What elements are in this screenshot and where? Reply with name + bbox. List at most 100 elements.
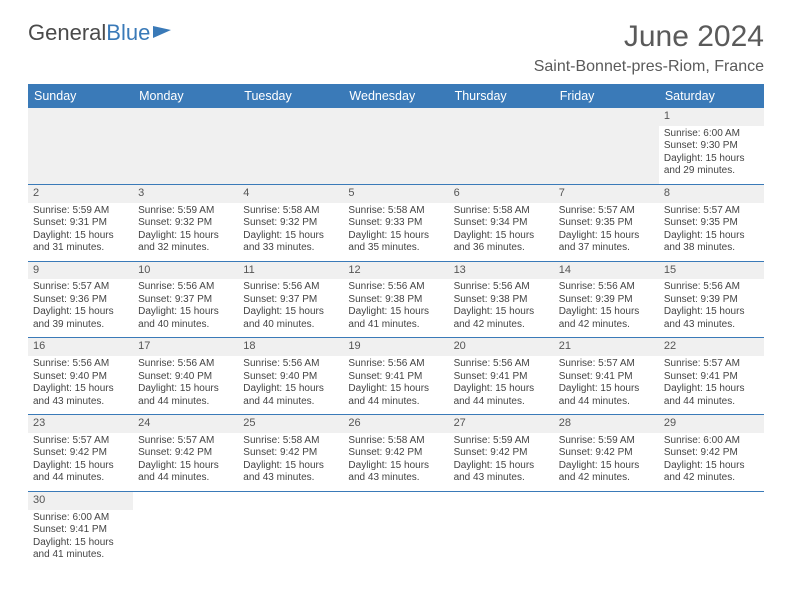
day-cell [554,108,659,184]
day-cell [659,491,764,567]
day-number: 11 [238,262,343,280]
month-title: June 2024 [534,20,764,54]
day-cell: 22Sunrise: 5:57 AMSunset: 9:41 PMDayligh… [659,338,764,415]
week-row: 1 Sunrise: 6:00 AMSunset: 9:30 PMDaylight… [28,108,764,184]
day-details: Sunrise: 5:57 AMSunset: 9:35 PMDaylight:… [559,205,654,255]
logo-text-2: Blue [106,20,150,46]
dayname-wednesday: Wednesday [343,84,448,108]
day-cell: 10Sunrise: 5:56 AMSunset: 9:37 PMDayligh… [133,261,238,338]
day-details: Sunrise: 5:56 AMSunset: 9:39 PMDaylight:… [559,281,654,331]
day-cell: 16 Sunrise: 5:56 AMSunset: 9:40 PMDayligh… [28,338,133,415]
day-number: 7 [554,185,659,203]
dayname-row: SundayMondayTuesdayWednesdayThursdayFrid… [28,84,764,108]
day-number: 1 [659,108,764,126]
day-number: 9 [28,262,133,280]
day-details: Sunrise: 5:57 AMSunset: 9:42 PMDaylight:… [33,435,128,485]
day-details: Sunrise: 5:57 AMSunset: 9:35 PMDaylight:… [664,205,759,255]
dayname-sunday: Sunday [28,84,133,108]
day-number: 18 [238,338,343,356]
day-number: 19 [343,338,448,356]
day-details: Sunrise: 5:57 AMSunset: 9:36 PMDaylight:… [33,281,128,331]
dayname-tuesday: Tuesday [238,84,343,108]
day-cell: 23 Sunrise: 5:57 AMSunset: 9:42 PMDayligh… [28,415,133,492]
day-cell: 8 Sunrise: 5:57 AMSunset: 9:35 PMDaylight… [659,184,764,261]
day-details: Sunrise: 5:56 AMSunset: 9:41 PMDaylight:… [348,358,443,408]
day-cell: 26Sunrise: 5:58 AMSunset: 9:42 PMDayligh… [343,415,448,492]
day-number: 14 [554,262,659,280]
day-details: Sunrise: 5:56 AMSunset: 9:40 PMDaylight:… [33,358,128,408]
day-cell: 28Sunrise: 5:59 AMSunset: 9:42 PMDayligh… [554,415,659,492]
day-details: Sunrise: 6:00 AMSunset: 9:30 PMDaylight:… [664,128,759,178]
day-cell [343,491,448,567]
day-details: Sunrise: 5:58 AMSunset: 9:42 PMDaylight:… [348,435,443,485]
day-number: 23 [28,415,133,433]
day-details: Sunrise: 5:59 AMSunset: 9:32 PMDaylight:… [138,205,233,255]
week-row: 2 Sunrise: 5:59 AMSunset: 9:31 PMDaylight… [28,184,764,261]
day-cell: 4Sunrise: 5:58 AMSunset: 9:32 PMDaylight… [238,184,343,261]
day-number: 24 [133,415,238,433]
day-details: Sunrise: 5:56 AMSunset: 9:38 PMDaylight:… [348,281,443,331]
dayname-friday: Friday [554,84,659,108]
day-number: 2 [28,185,133,203]
day-details: Sunrise: 5:56 AMSunset: 9:40 PMDaylight:… [138,358,233,408]
day-number: 29 [659,415,764,433]
dayname-thursday: Thursday [449,84,554,108]
week-row: 30 Sunrise: 6:00 AMSunset: 9:41 PMDayligh… [28,491,764,567]
day-number: 4 [238,185,343,203]
day-cell: 3 Sunrise: 5:59 AMSunset: 9:32 PMDaylight… [133,184,238,261]
day-cell: 20 Sunrise: 5:56 AMSunset: 9:41 PMDayligh… [449,338,554,415]
day-cell: 1 Sunrise: 6:00 AMSunset: 9:30 PMDaylight… [659,108,764,184]
day-cell: 25Sunrise: 5:58 AMSunset: 9:42 PMDayligh… [238,415,343,492]
day-cell [449,491,554,567]
day-number: 30 [28,492,133,510]
day-cell [133,491,238,567]
day-cell [133,108,238,184]
day-cell [238,491,343,567]
day-details: Sunrise: 5:58 AMSunset: 9:33 PMDaylight:… [348,205,443,255]
day-number: 5 [343,185,448,203]
day-number: 20 [449,338,554,356]
dayname-monday: Monday [133,84,238,108]
day-number: 25 [238,415,343,433]
day-details: Sunrise: 5:58 AMSunset: 9:34 PMDaylight:… [454,205,549,255]
day-number: 12 [343,262,448,280]
location: Saint-Bonnet-pres-Riom, France [534,58,764,76]
day-number: 21 [554,338,659,356]
day-cell: 19 Sunrise: 5:56 AMSunset: 9:41 PMDayligh… [343,338,448,415]
day-number: 8 [659,185,764,203]
day-cell [554,491,659,567]
day-cell [449,108,554,184]
header: GeneralBlue June 2024 Saint-Bonnet-pres-… [28,20,764,76]
day-number: 27 [449,415,554,433]
day-details: Sunrise: 5:57 AMSunset: 9:42 PMDaylight:… [138,435,233,485]
calendar-table: SundayMondayTuesdayWednesdayThursdayFrid… [28,84,764,568]
day-details: Sunrise: 5:57 AMSunset: 9:41 PMDaylight:… [664,358,759,408]
day-number: 10 [133,262,238,280]
day-details: Sunrise: 5:57 AMSunset: 9:41 PMDaylight:… [559,358,654,408]
day-details: Sunrise: 5:56 AMSunset: 9:37 PMDaylight:… [243,281,338,331]
logo: GeneralBlue [28,20,175,46]
day-cell: 18Sunrise: 5:56 AMSunset: 9:40 PMDayligh… [238,338,343,415]
day-cell: 15Sunrise: 5:56 AMSunset: 9:39 PMDayligh… [659,261,764,338]
day-details: Sunrise: 5:59 AMSunset: 9:31 PMDaylight:… [33,205,128,255]
day-cell: 2 Sunrise: 5:59 AMSunset: 9:31 PMDaylight… [28,184,133,261]
day-details: Sunrise: 5:56 AMSunset: 9:41 PMDaylight:… [454,358,549,408]
day-number: 15 [659,262,764,280]
week-row: 16 Sunrise: 5:56 AMSunset: 9:40 PMDayligh… [28,338,764,415]
day-cell: 17Sunrise: 5:56 AMSunset: 9:40 PMDayligh… [133,338,238,415]
day-details: Sunrise: 6:00 AMSunset: 9:41 PMDaylight:… [33,512,128,562]
day-cell: 7 Sunrise: 5:57 AMSunset: 9:35 PMDaylight… [554,184,659,261]
day-details: Sunrise: 5:59 AMSunset: 9:42 PMDaylight:… [454,435,549,485]
flag-icon [153,20,175,46]
day-details: Sunrise: 6:00 AMSunset: 9:42 PMDaylight:… [664,435,759,485]
day-cell [343,108,448,184]
day-number: 16 [28,338,133,356]
logo-text-1: General [28,20,106,46]
day-cell [238,108,343,184]
day-cell: 9Sunrise: 5:57 AMSunset: 9:36 PMDaylight… [28,261,133,338]
day-cell [28,108,133,184]
day-number: 3 [133,185,238,203]
day-number: 28 [554,415,659,433]
week-row: 9Sunrise: 5:57 AMSunset: 9:36 PMDaylight… [28,261,764,338]
day-cell: 27 Sunrise: 5:59 AMSunset: 9:42 PMDayligh… [449,415,554,492]
